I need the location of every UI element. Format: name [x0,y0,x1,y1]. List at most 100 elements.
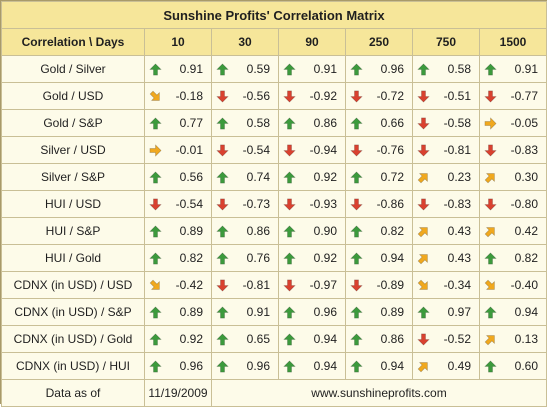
down-arrow-icon [216,198,229,210]
up-arrow-icon [283,63,296,75]
pair-label: Gold / S&P [1,109,145,137]
days-header-3: 250 [345,28,413,56]
correlation-cell: -0.89 [345,271,413,299]
correlation-cell: 0.94 [278,352,346,380]
correlation-value: 0.96 [313,305,337,319]
up-arrow-icon [216,252,229,264]
correlation-value: -0.97 [309,278,337,292]
pair-label: HUI / S&P [1,217,145,245]
correlation-cell: -0.94 [278,136,346,164]
correlation-value: -0.54 [175,197,203,211]
down-arrow-icon [417,198,430,210]
correlation-cell: -0.40 [479,271,547,299]
down-arrow-icon [216,279,229,291]
up-arrow-icon [484,252,497,264]
up-arrow-icon [283,117,296,129]
correlation-cell: 0.91 [211,298,279,326]
up-arrow-icon [350,63,363,75]
pair-label: Silver / USD [1,136,145,164]
up-arrow-icon [283,360,296,372]
table-row: CDNX (in USD) / HUI 0.96 0.96 0.94 0.94 0.49 0… [1,352,547,380]
up-arrow-icon [283,306,296,318]
website-link[interactable]: www.sunshineprofits.com [211,379,547,407]
down-arrow-icon [417,333,430,345]
correlation-cell: 0.13 [479,325,547,353]
days-header-4: 750 [412,28,480,56]
correlation-value: -0.77 [510,89,538,103]
correlation-value: 0.43 [447,224,471,238]
header-row: Correlation \ Days 10 30 90 250 750 1500 [1,28,547,56]
correlation-value: -0.86 [376,197,404,211]
correlation-value: 0.92 [313,170,337,184]
correlation-value: -0.40 [510,278,538,292]
down-arrow-icon [149,198,162,210]
correlation-cell: 0.86 [211,217,279,245]
up-arrow-icon [149,360,162,372]
correlation-value: 0.30 [514,170,538,184]
correlation-cell: 0.77 [144,109,212,137]
correlation-cell: -0.93 [278,190,346,218]
correlation-value: -0.80 [510,197,538,211]
correlation-cell: 0.96 [211,352,279,380]
up-arrow-icon [350,171,363,183]
correlation-cell: -0.18 [144,82,212,110]
correlation-value: 0.74 [246,170,270,184]
up-arrow-icon [149,225,162,237]
correlation-cell: -0.54 [211,136,279,164]
correlation-cell: -0.52 [412,325,480,353]
correlation-value: -0.58 [443,116,471,130]
up-arrow-icon [149,63,162,75]
correlation-value: 0.82 [380,224,404,238]
correlation-value: 0.72 [380,170,404,184]
down-arrow-icon [484,90,497,102]
down-arrow-icon [484,144,497,156]
down-right-arrow-icon [149,90,160,101]
correlation-value: 0.76 [246,251,270,265]
corner-header: Correlation \ Days [1,28,145,56]
correlation-value: 0.58 [246,116,270,130]
correlation-cell: 0.94 [479,298,547,326]
correlation-value: 0.92 [313,251,337,265]
correlation-value: -0.42 [175,278,203,292]
correlation-cell: 0.74 [211,163,279,191]
table-row: CDNX (in USD) / S&P 0.89 0.91 0.96 0.89 0.97 0… [1,298,547,326]
correlation-value: 0.96 [380,62,404,76]
correlation-value: 0.94 [313,332,337,346]
up-arrow-icon [350,225,363,237]
correlation-value: 0.49 [447,359,471,373]
down-arrow-icon [350,90,363,102]
correlation-value: 0.89 [380,305,404,319]
table-row: CDNX (in USD) / USD -0.42 -0.81 -0.97 -0.89 -… [1,271,547,299]
correlation-cell: -0.58 [412,109,480,137]
footer-row: Data as of 11/19/2009 www.sunshineprofits.… [1,379,547,407]
right-arrow-icon [484,116,497,130]
correlation-cell: -0.72 [345,82,413,110]
up-arrow-icon [216,306,229,318]
correlation-value: 0.66 [380,116,404,130]
pair-label: HUI / Gold [1,244,145,272]
pair-label: HUI / USD [1,190,145,218]
correlation-cell: 0.94 [345,352,413,380]
up-right-arrow-icon [484,226,495,237]
correlation-value: 0.65 [246,332,270,346]
up-right-arrow-icon [484,172,495,183]
correlation-value: 0.86 [380,332,404,346]
correlation-cell: 0.82 [479,244,547,272]
table-row: Silver / S&P 0.56 0.74 0.92 0.72 0.23 0.30 [1,163,547,191]
correlation-cell: 0.49 [412,352,480,380]
up-arrow-icon [484,360,497,372]
correlation-value: -0.56 [242,89,270,103]
up-arrow-icon [216,63,229,75]
table-row: Gold / USD -0.18 -0.56 -0.92 -0.72 -0.51 -0.77 [1,82,547,110]
correlation-value: -0.18 [175,89,203,103]
correlation-cell: 0.65 [211,325,279,353]
correlation-value: -0.73 [242,197,270,211]
correlation-cell: 0.91 [479,55,547,83]
pair-label: CDNX (in USD) / HUI [1,352,145,380]
correlation-value: -0.54 [242,143,270,157]
correlation-cell: -0.86 [345,190,413,218]
correlation-cell: 0.94 [278,325,346,353]
down-arrow-icon [417,144,430,156]
correlation-cell: 0.56 [144,163,212,191]
